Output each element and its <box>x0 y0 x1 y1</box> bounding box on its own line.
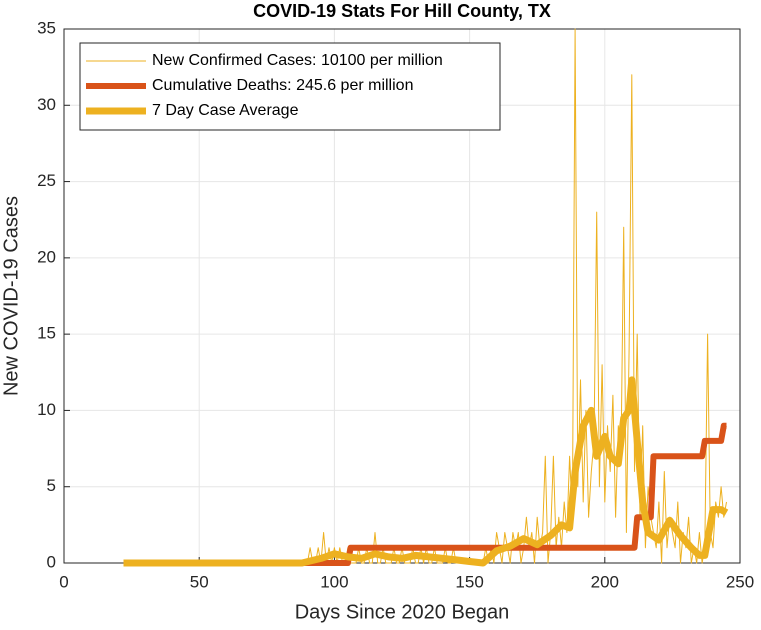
y-tick-label: 30 <box>37 95 56 114</box>
y-tick-label: 10 <box>37 400 56 419</box>
chart-title: COVID-19 Stats For Hill County, TX <box>253 1 551 21</box>
legend-label: New Confirmed Cases: 10100 per million <box>152 52 443 69</box>
data-line <box>123 422 727 566</box>
x-tick-label: 200 <box>591 572 619 591</box>
x-tick-label: 150 <box>455 572 483 591</box>
y-tick-label: 15 <box>37 324 56 343</box>
x-tick-label: 0 <box>59 572 68 591</box>
plot-frame <box>63 28 741 564</box>
data-line <box>123 376 729 567</box>
y-tick-label: 0 <box>47 552 56 571</box>
x-tick-label: 250 <box>726 572 754 591</box>
y-tick-label: 35 <box>37 18 56 37</box>
x-tick-label: 50 <box>190 572 209 591</box>
legend-label: Cumulative Deaths: 245.6 per million <box>152 77 413 94</box>
y-tick-label: 20 <box>37 247 56 266</box>
data-line <box>123 28 727 564</box>
legend-box <box>79 42 501 131</box>
y-tick-label: 25 <box>37 171 56 190</box>
x-tick-label: 100 <box>320 572 348 591</box>
y-tick-label: 5 <box>47 476 56 495</box>
x-axis-label: Days Since 2020 Began <box>295 601 510 623</box>
legend-label: 7 Day Case Average <box>152 102 299 119</box>
y-axis-label: New COVID-19 Cases <box>0 196 22 396</box>
